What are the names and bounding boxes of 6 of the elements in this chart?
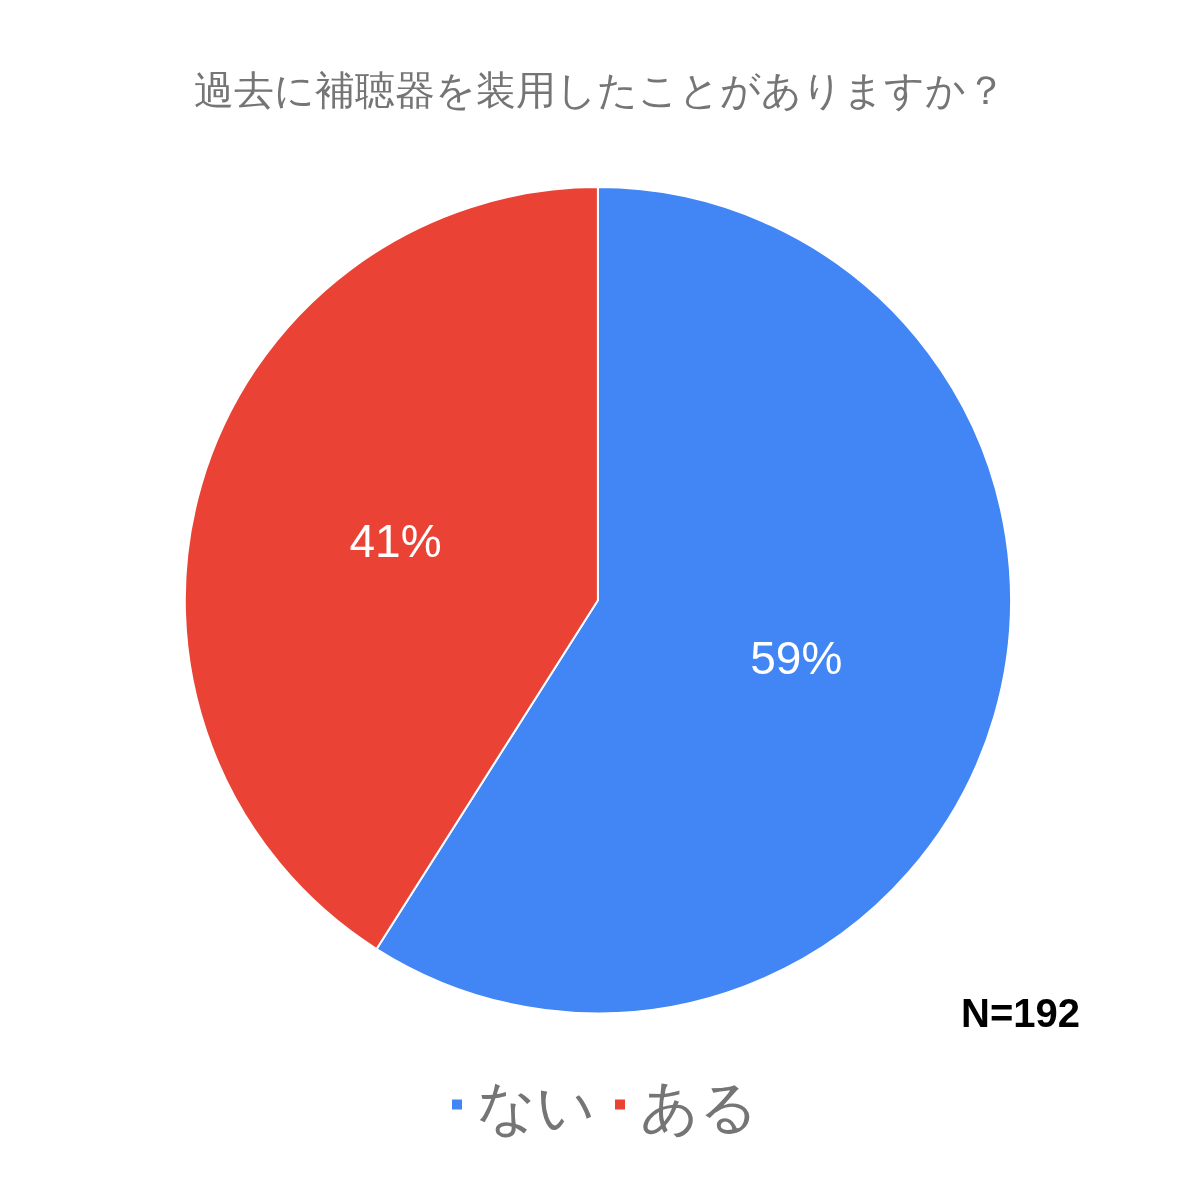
data-label: 41% xyxy=(349,515,442,568)
chart-title: 過去に補聴器を装用したことがありますか？ xyxy=(194,68,1006,112)
legend-label: ない xyxy=(477,1074,595,1140)
legend-label: ある xyxy=(640,1074,758,1140)
text: N=192 xyxy=(961,991,1080,1035)
data-label: 59% xyxy=(750,631,843,684)
